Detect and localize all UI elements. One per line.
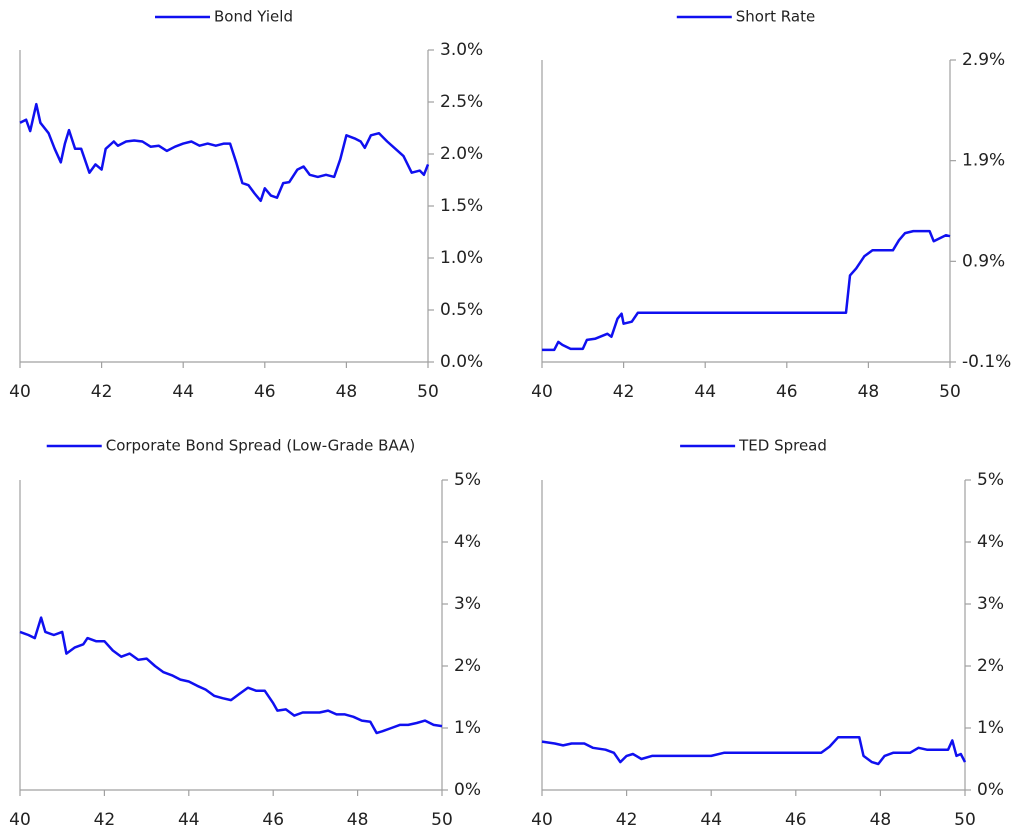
x-tick-label: 44 (172, 382, 194, 402)
x-tick-label: 48 (870, 810, 892, 830)
x-tick-label: 48 (347, 810, 369, 830)
y-tick-label: 3.0% (440, 40, 483, 60)
x-tick-label: 40 (531, 382, 553, 402)
x-tick-label: 46 (254, 382, 276, 402)
y-tick-label: 4% (977, 532, 1004, 552)
x-tick-label: 42 (94, 810, 116, 830)
y-tick-label: -0.1% (962, 352, 1011, 372)
x-tick-label: 42 (616, 810, 638, 830)
y-tick-label: 1% (454, 718, 481, 738)
x-tick-label: 46 (785, 810, 807, 830)
y-tick-label: 3% (977, 594, 1004, 614)
x-tick-label: 44 (700, 810, 722, 830)
y-tick-label: 2.5% (440, 92, 483, 112)
x-tick-label: 50 (954, 810, 976, 830)
x-tick-label: 50 (417, 382, 439, 402)
y-tick-label: 0.5% (440, 300, 483, 320)
y-tick-label: 0% (454, 780, 481, 800)
legend-label: Short Rate (736, 8, 815, 26)
y-tick-label: 1.5% (440, 196, 483, 216)
y-tick-label: 1% (977, 718, 1004, 738)
y-tick-label: 5% (977, 470, 1004, 490)
x-tick-label: 40 (9, 382, 31, 402)
line-series (541, 736, 967, 766)
legend-label: Bond Yield (214, 8, 293, 26)
x-tick-label: 48 (336, 382, 358, 402)
x-tick-label: 50 (939, 382, 961, 402)
line-series (542, 229, 951, 352)
y-tick-label: 5% (454, 470, 481, 490)
x-tick-label: 46 (776, 382, 798, 402)
x-tick-label: 50 (431, 810, 453, 830)
y-tick-label: 0% (977, 780, 1004, 800)
x-tick-label: 40 (9, 810, 31, 830)
x-tick-label: 48 (858, 382, 880, 402)
x-tick-label: 46 (262, 810, 284, 830)
y-tick-label: 1.9% (962, 151, 1005, 171)
y-tick-label: 0.0% (440, 352, 483, 372)
y-tick-label: 0.9% (962, 251, 1005, 271)
y-tick-label: 2.9% (962, 50, 1005, 70)
y-tick-label: 1.0% (440, 248, 483, 268)
line-series (19, 102, 430, 203)
legend-label: TED Spread (738, 437, 827, 455)
x-tick-label: 44 (178, 810, 200, 830)
x-tick-label: 44 (694, 382, 716, 402)
line-series (19, 616, 443, 735)
x-tick-label: 40 (531, 810, 553, 830)
y-tick-label: 3% (454, 594, 481, 614)
legend-label: Corporate Bond Spread (Low-Grade BAA) (106, 437, 416, 455)
y-tick-label: 2% (977, 656, 1004, 676)
y-tick-label: 2.0% (440, 144, 483, 164)
y-tick-label: 4% (454, 532, 481, 552)
x-tick-label: 42 (91, 382, 113, 402)
x-tick-label: 42 (613, 382, 635, 402)
y-tick-label: 2% (454, 656, 481, 676)
